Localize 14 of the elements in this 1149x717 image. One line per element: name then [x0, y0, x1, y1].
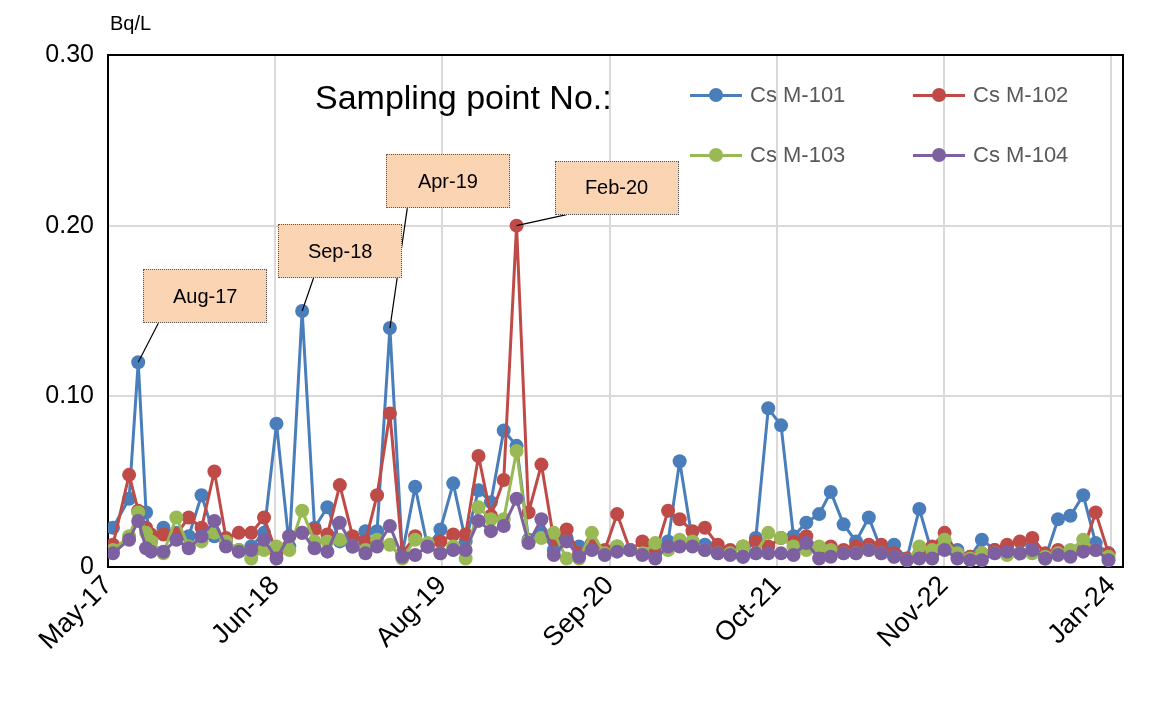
- legend-label: Cs M-102: [973, 82, 1069, 108]
- y-tick-label: 0.10: [45, 380, 94, 409]
- y-tick-label: 0: [80, 550, 94, 579]
- annotation: Feb-20: [554, 160, 679, 215]
- annotation: Apr-19: [385, 154, 510, 209]
- y-tick-label: 0.20: [45, 209, 94, 238]
- legend-label: Cs M-104: [973, 142, 1069, 168]
- legend-title: Sampling point No.:: [315, 78, 612, 117]
- annotation: Aug-17: [143, 269, 268, 324]
- annotation: Sep-18: [278, 224, 403, 278]
- y-axis-title: Bq/L: [110, 12, 152, 34]
- legend-label: Cs M-101: [750, 82, 846, 108]
- y-tick-label: 0.30: [45, 38, 94, 67]
- legend-label: Cs M-103: [750, 142, 846, 168]
